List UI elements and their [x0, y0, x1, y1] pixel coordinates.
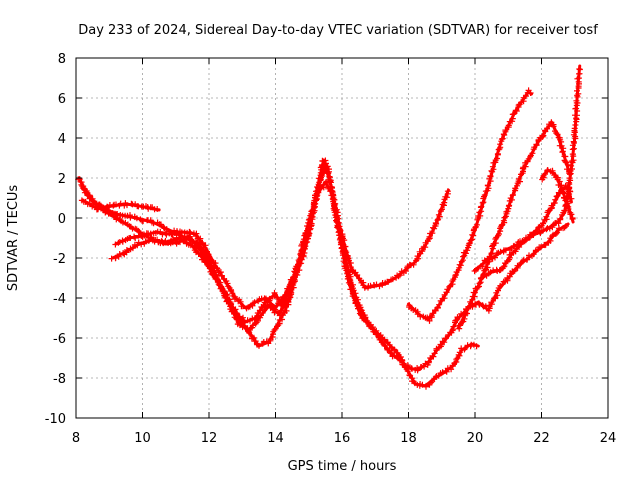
y-tick-label: -8: [53, 372, 66, 387]
series-markers: [455, 119, 573, 332]
series-trace-6: [406, 87, 534, 324]
y-tick-label: 2: [58, 172, 66, 187]
axis-ticks: [75, 57, 609, 419]
data-traces: [75, 64, 583, 390]
y-tick-labels: -10 -8 -6 -4 -2 0 2 4 6 8: [45, 52, 66, 427]
series-trace-10: [539, 167, 576, 224]
x-tick-label: 22: [533, 431, 550, 446]
series-trace-4: [78, 197, 161, 213]
series-markers: [406, 87, 534, 324]
series-trace-9: [477, 182, 575, 281]
series-line: [407, 90, 534, 322]
y-tick-label: 4: [58, 132, 66, 147]
x-tick-labels: 8 10 12 14 16 18 20 22 24: [72, 431, 616, 446]
series-line: [77, 158, 570, 372]
series-trace-7: [455, 119, 573, 332]
series-line: [81, 164, 480, 388]
y-axis-label: SDTVAR / TECUs: [6, 185, 21, 292]
y-tick-label: 8: [58, 52, 66, 67]
x-tick-label: 24: [600, 431, 617, 446]
x-tick-label: 20: [467, 431, 484, 446]
y-tick-label: 6: [58, 92, 66, 107]
series-markers: [112, 228, 295, 313]
x-tick-label: 8: [72, 431, 80, 446]
x-tick-label: 12: [201, 431, 218, 446]
series-trace-2: [79, 164, 480, 390]
x-tick-label: 10: [134, 431, 151, 446]
series-markers: [471, 66, 583, 274]
x-tick-label: 16: [334, 431, 351, 446]
series-markers: [78, 197, 161, 213]
y-tick-label: 0: [58, 212, 66, 227]
chart-title: Day 233 of 2024, Sidereal Day-to-day VTE…: [78, 23, 598, 38]
series-markers: [108, 179, 451, 326]
x-axis-label: GPS time / hours: [288, 459, 397, 474]
y-tick-label: -4: [53, 292, 66, 307]
series-markers: [539, 167, 576, 222]
series-trace-8: [471, 64, 583, 274]
x-tick-label: 14: [267, 431, 284, 446]
y-tick-label: -2: [53, 252, 66, 267]
grid-lines: [76, 58, 608, 418]
y-tick-label: -10: [45, 412, 66, 427]
x-tick-label: 18: [400, 431, 417, 446]
series-trace-5: [112, 228, 295, 313]
y-tick-label: -6: [53, 332, 66, 347]
series-markers: [477, 182, 575, 281]
series-markers: [79, 164, 480, 390]
series-trace-3: [108, 179, 451, 326]
